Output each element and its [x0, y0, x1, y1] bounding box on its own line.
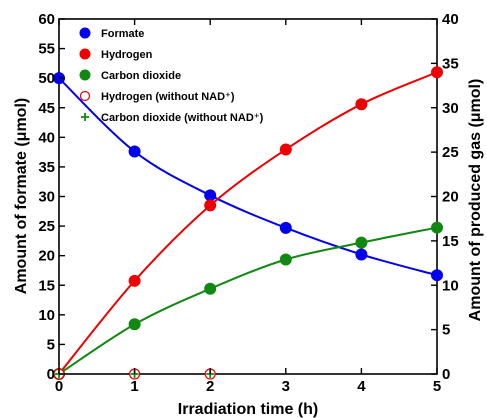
y-right-tick-label: 35 — [442, 55, 459, 72]
y-left-tick-label: 30 — [38, 189, 55, 206]
x-tick-label: 4 — [357, 378, 366, 395]
y-right-tick-label: 25 — [442, 144, 459, 161]
y-left-tick-label: 0 — [47, 366, 55, 383]
y-left-tick-label: 15 — [38, 277, 55, 294]
data-point — [204, 199, 216, 211]
y-right-tick-label: 20 — [442, 189, 459, 206]
x-tick-label: 1 — [130, 378, 138, 395]
legend-label: Formate — [101, 28, 144, 40]
y-right-tick-label: 40 — [442, 11, 459, 28]
y-left-tick-label: 60 — [38, 11, 55, 28]
series-line-2 — [59, 228, 437, 374]
data-point — [129, 318, 141, 330]
y-right-tick-label: 5 — [442, 322, 450, 339]
data-point — [355, 237, 367, 249]
y-left-tick-label: 25 — [38, 218, 55, 235]
legend-marker — [80, 70, 91, 81]
data-point — [431, 222, 443, 234]
y-right-tick-label: 15 — [442, 233, 459, 250]
x-tick-label: 5 — [433, 378, 441, 395]
data-point — [355, 98, 367, 110]
y-left-tick-label: 50 — [38, 70, 55, 87]
data-point — [280, 254, 292, 266]
legend-marker — [81, 92, 90, 101]
legend-label: Carbon dioxide (without NAD⁺) — [101, 112, 264, 124]
legend-marker — [80, 28, 91, 39]
y-left-tick-label: 35 — [38, 159, 55, 176]
data-point — [355, 248, 367, 260]
data-point — [129, 146, 141, 158]
legend-label: Hydrogen — [101, 49, 153, 61]
y-left-tick-label: 20 — [38, 248, 55, 265]
y-left-tick-label: 55 — [38, 41, 55, 58]
y-left-tick-label: 10 — [38, 307, 55, 324]
legend-label: Carbon dioxide — [101, 70, 181, 82]
x-tick-label: 3 — [282, 378, 290, 395]
legend-marker — [81, 113, 89, 121]
legend-marker — [80, 49, 91, 60]
y-left-axis-title: Amount of formate (μmol) — [13, 98, 30, 294]
y-right-tick-label: 30 — [442, 100, 459, 117]
data-point — [280, 222, 292, 234]
x-tick-label: 0 — [55, 378, 63, 395]
legend-label: Hydrogen (without NAD⁺) — [101, 91, 235, 103]
y-right-axis-title: Amount of produced gas (μmol) — [467, 79, 484, 322]
x-tick-label: 2 — [206, 378, 214, 395]
legend: Formate Hydrogen Carbon dioxide Hydrogen (w… — [80, 28, 264, 125]
data-point — [129, 275, 141, 287]
y-left-tick-label: 5 — [47, 336, 55, 353]
y-left-tick-label: 40 — [38, 129, 55, 146]
axis-ticks: 0 1 2 3 4 50510152025303540455055600510152025… — [38, 11, 458, 395]
x-axis-title: Irradiation time (h) — [178, 401, 318, 418]
y-left-tick-label: 45 — [38, 100, 55, 117]
data-point — [204, 283, 216, 295]
y-right-tick-label: 0 — [442, 366, 450, 383]
y-right-tick-label: 10 — [442, 277, 459, 294]
data-point — [280, 143, 292, 155]
